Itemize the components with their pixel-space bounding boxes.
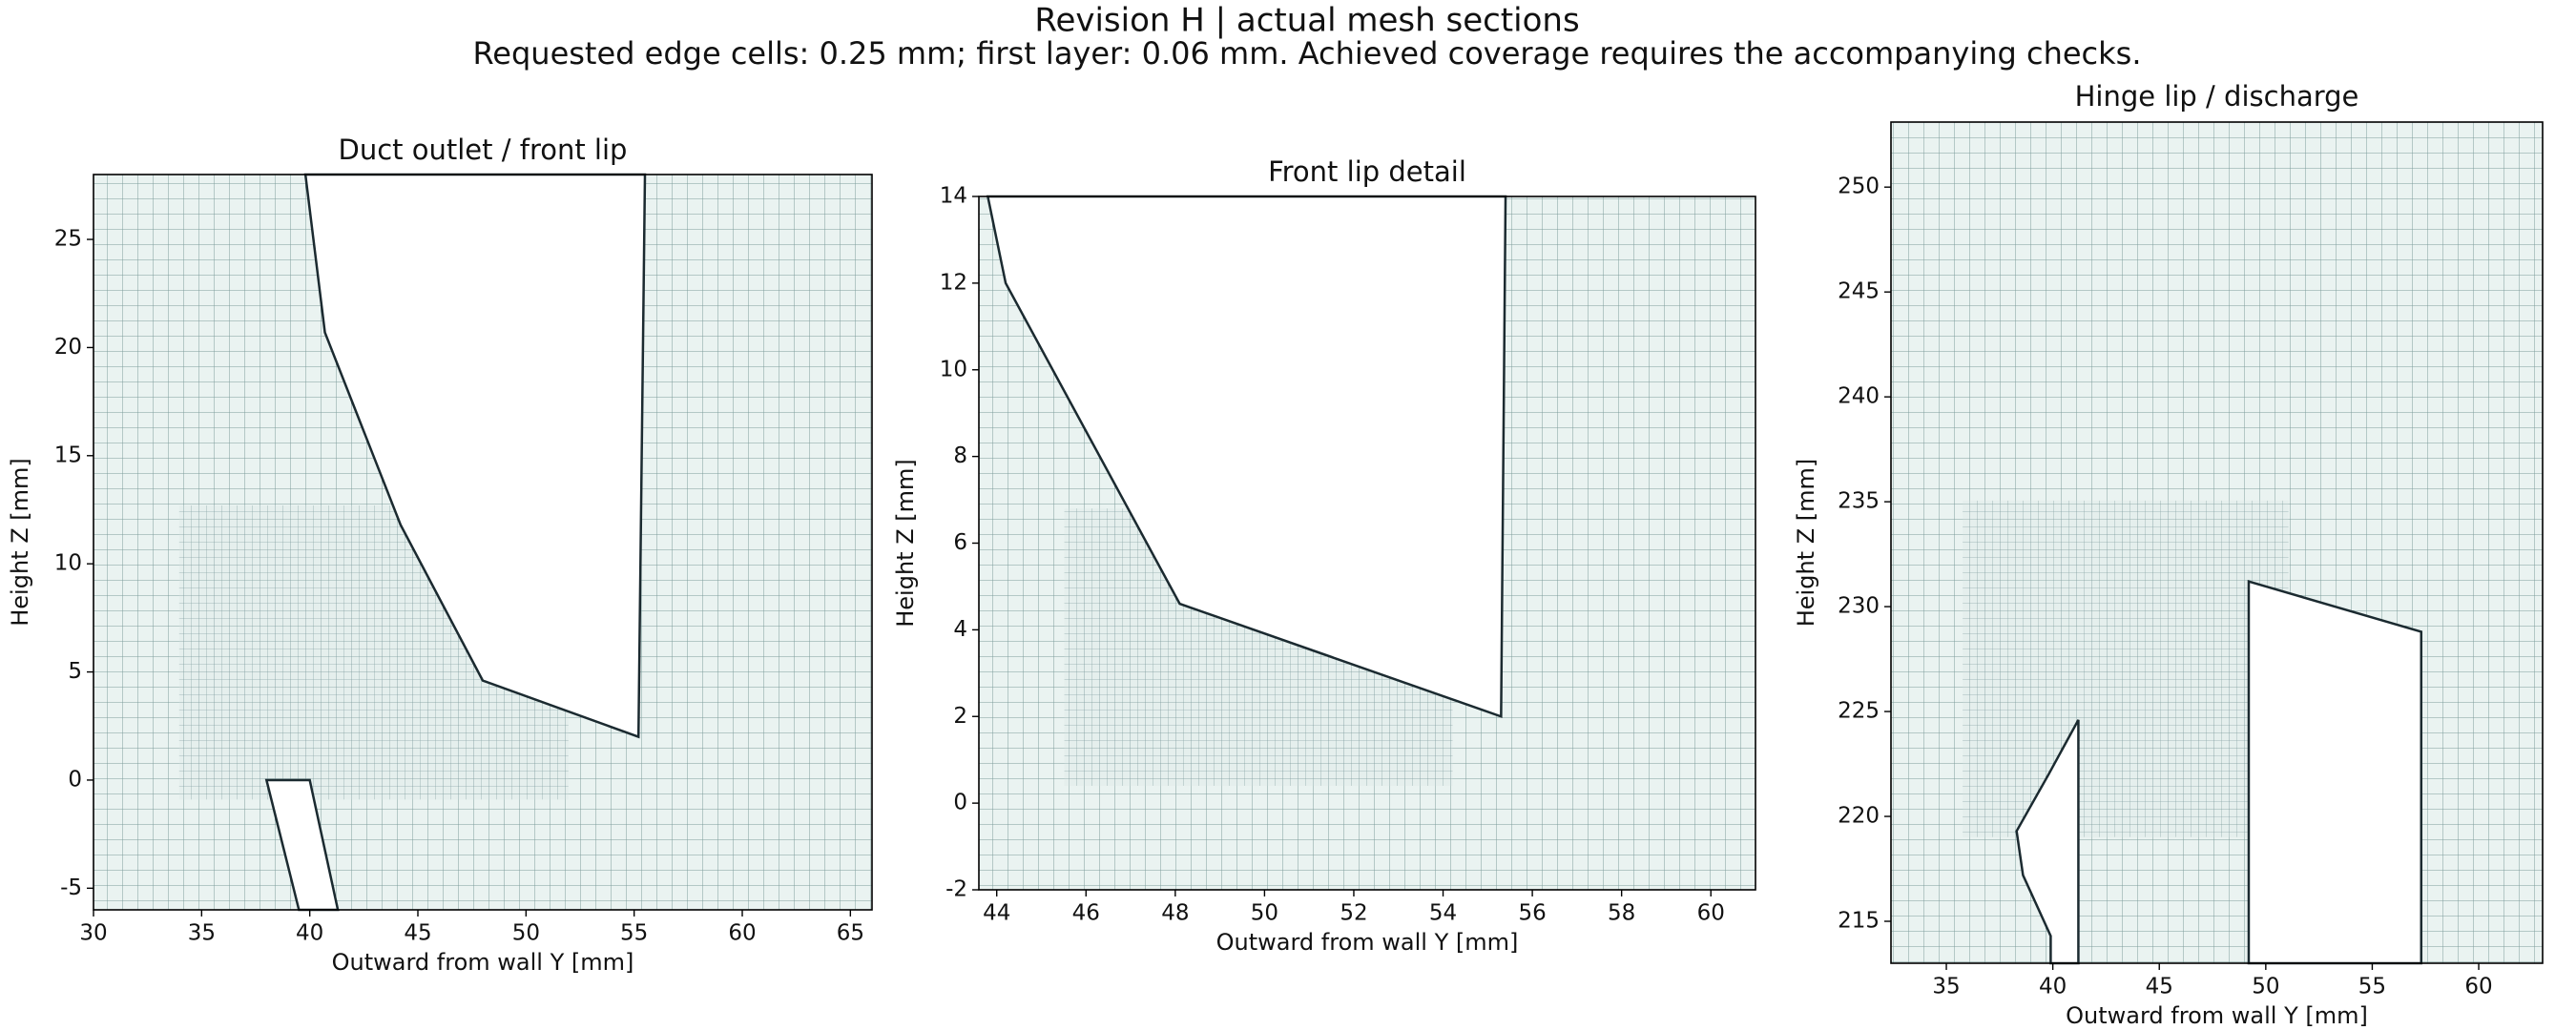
subtitle: Requested edge cells: 0.25 mm; first lay…: [472, 35, 2141, 72]
suptitle: Revision H | actual mesh sections: [1034, 2, 1579, 40]
x-tick-label: 48: [1161, 901, 1189, 926]
x-tick-label: 55: [620, 921, 648, 946]
x-tick-label: 44: [983, 901, 1010, 926]
x-tick-label: 56: [1518, 901, 1546, 926]
y-tick-label: 240: [1838, 384, 1880, 409]
y-tick-label: 25: [54, 227, 82, 252]
panel-title: Hinge lip / discharge: [2075, 80, 2359, 113]
y-tick-label: 215: [1838, 909, 1880, 934]
panel-title: Duct outlet / front lip: [339, 134, 628, 166]
x-tick-label: 50: [512, 921, 540, 946]
x-axis-label: Outward from wall Y [mm]: [1216, 929, 1519, 956]
y-tick-label: 10: [54, 551, 82, 576]
y-tick-label: 235: [1838, 489, 1880, 514]
y-tick-label: 0: [953, 791, 967, 815]
y-tick-label: -2: [945, 877, 967, 902]
y-tick-label: 20: [54, 335, 82, 360]
y-tick-label: 2: [953, 704, 967, 729]
y-axis-label: Height Z [mm]: [7, 458, 33, 627]
x-tick-label: 35: [188, 921, 216, 946]
x-tick-label: 50: [2252, 975, 2279, 999]
y-tick-label: 12: [940, 270, 967, 295]
x-tick-label: 45: [404, 921, 431, 946]
y-tick-label: 0: [68, 767, 82, 792]
x-tick-label: 65: [837, 921, 864, 946]
x-tick-label: 60: [728, 921, 756, 946]
y-tick-label: 15: [54, 443, 82, 467]
solid-region: [2247, 580, 2423, 965]
x-tick-label: 50: [1251, 901, 1278, 926]
y-axis-label: Height Z [mm]: [892, 459, 919, 628]
x-axis-label: Outward from wall Y [mm]: [332, 949, 634, 976]
x-tick-label: 52: [1340, 901, 1367, 926]
x-tick-label: 40: [2039, 975, 2067, 999]
x-tick-label: 45: [2146, 975, 2173, 999]
y-tick-label: 6: [953, 530, 967, 555]
mesh-refinement: [1963, 500, 2289, 837]
x-tick-label: 40: [296, 921, 323, 946]
y-axis-label: Height Z [mm]: [1793, 459, 1819, 628]
y-tick-label: 8: [953, 443, 967, 468]
y-tick-label: 245: [1838, 279, 1880, 304]
x-tick-label: 58: [1608, 901, 1635, 926]
panel-title: Front lip detail: [1268, 155, 1466, 188]
x-tick-label: 60: [2464, 975, 2492, 999]
x-tick-label: 35: [1932, 975, 1960, 999]
x-axis-label: Outward from wall Y [mm]: [2066, 1002, 2368, 1029]
y-tick-label: 10: [940, 357, 967, 381]
axes-frame: [1890, 121, 2544, 964]
y-tick-label: 220: [1838, 804, 1880, 829]
x-tick-label: 30: [79, 921, 107, 946]
y-tick-label: 14: [940, 184, 967, 209]
y-tick-label: 230: [1838, 594, 1880, 619]
y-tick-label: 4: [953, 617, 967, 642]
y-tick-label: -5: [60, 876, 82, 900]
y-tick-label: 250: [1838, 175, 1880, 199]
x-tick-label: 54: [1429, 901, 1457, 926]
y-tick-label: 5: [68, 659, 82, 684]
x-tick-label: 60: [1697, 901, 1725, 926]
y-tick-label: 225: [1838, 699, 1880, 724]
x-tick-label: 46: [1072, 901, 1100, 926]
axes-frame: [93, 174, 873, 911]
x-tick-label: 55: [2358, 975, 2386, 999]
